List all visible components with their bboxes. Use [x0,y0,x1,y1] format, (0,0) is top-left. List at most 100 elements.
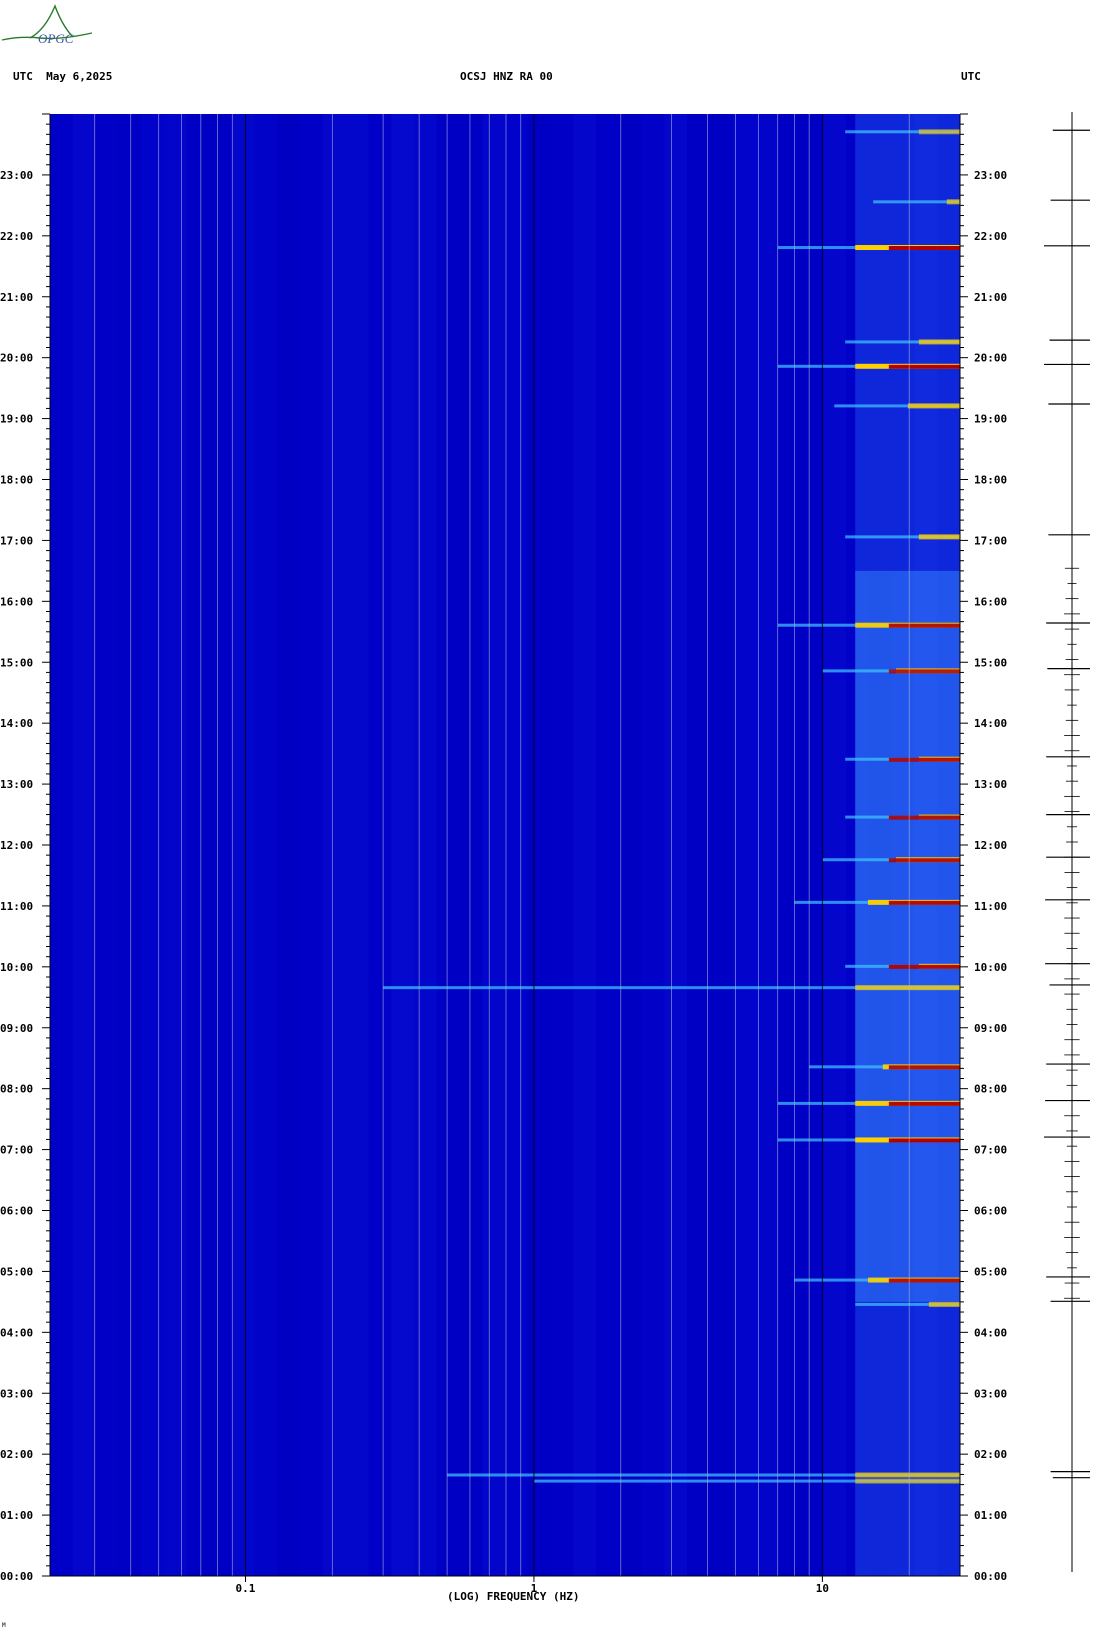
event-core [855,1472,960,1478]
texture-band [551,114,574,1576]
y-tick-label-right: 08:00 [974,1083,1007,1096]
header-date: UTC May 6,2025 [13,70,113,83]
event-peak [888,246,960,251]
y-tick-label-right: 16:00 [974,595,1007,608]
event-core [918,534,960,540]
event-band [873,200,960,204]
event-peak [888,858,960,863]
y-tick-label-right: 14:00 [974,717,1007,730]
y-tick-label-left: 06:00 [0,1205,33,1218]
y-tick-label-left: 02:00 [0,1448,33,1461]
y-tick-label-right: 06:00 [974,1205,1007,1218]
event-band [533,1479,960,1483]
texture-band [823,114,847,1576]
event-band [845,340,960,344]
texture-band [186,114,210,1576]
y-tick-label-right: 01:00 [974,1509,1007,1522]
event-core [918,129,960,135]
y-tick-label-left: 18:00 [0,474,33,487]
y-tick-label-right: 20:00 [974,352,1007,365]
event-peak [888,1101,960,1106]
logo-text: OPGC [38,31,74,46]
texture-band [505,114,528,1576]
x-tick-label: 1 [531,1582,538,1595]
y-tick-label-left: 21:00 [0,291,33,304]
y-tick-label-right: 02:00 [974,1448,1007,1461]
y-tick-label-left: 01:00 [0,1509,33,1522]
event-peak [888,815,960,820]
texture-band [232,114,255,1576]
texture-band [255,114,278,1576]
texture-band [300,114,323,1576]
y-tick-label-right: 23:00 [974,169,1007,182]
y-tick-label-left: 05:00 [0,1265,33,1278]
texture-band [277,114,301,1576]
event-peak [888,669,960,674]
header-station: OCSJ HNZ RA 00 [460,70,553,83]
seismogram-trace [1044,112,1090,1572]
event-peak [888,1138,960,1143]
texture-band [778,114,801,1576]
texture-band [755,114,778,1576]
event-band [845,535,960,539]
texture-band [914,114,938,1576]
event-band [855,1302,960,1306]
event-band [834,404,960,408]
texture-band [527,114,551,1576]
texture-band [596,114,619,1576]
event-core [928,1301,960,1307]
spectrogram-background [50,114,960,1576]
texture-band [323,114,346,1576]
texture-band [664,114,687,1576]
texture-band [345,114,369,1576]
y-tick-label-left: 16:00 [0,595,33,608]
texture-band [618,114,642,1576]
y-tick-label-left: 09:00 [0,1022,33,1035]
y-tick-label-right: 00:00 [974,1570,1007,1583]
texture-band [459,114,483,1576]
y-tick-label-right: 04:00 [974,1326,1007,1339]
x-tick-label: 10 [816,1582,829,1595]
footnote: M [2,1622,6,1629]
event-band [447,1473,961,1477]
texture-band [436,114,460,1576]
texture-band [732,114,756,1576]
x-tick-label: 0.1 [236,1582,256,1595]
y-tick-label-left: 22:00 [0,230,33,243]
y-tick-label-right: 03:00 [974,1387,1007,1400]
y-tick-label-right: 19:00 [974,413,1007,426]
y-tick-label-left: 07:00 [0,1144,33,1157]
texture-band [573,114,596,1576]
event-peak [888,364,960,369]
y-tick-label-right: 05:00 [974,1265,1007,1278]
y-tick-label-left: 03:00 [0,1387,33,1400]
high-frequency-activity [855,570,960,1302]
y-tick-label-left: 00:00 [0,1570,33,1583]
event-peak [888,1278,960,1283]
texture-band [96,114,119,1576]
event-band [845,130,960,134]
event-peak [888,964,960,969]
event-peak [888,900,960,905]
event-core [855,985,960,991]
y-tick-label-right: 13:00 [974,778,1007,791]
y-tick-label-left: 04:00 [0,1326,33,1339]
y-tick-label-left: 14:00 [0,717,33,730]
event-peak [888,623,960,628]
texture-band [72,114,96,1576]
y-tick-label-left: 17:00 [0,534,33,547]
event-core [946,199,960,205]
y-tick-label-left: 11:00 [0,900,33,913]
x-axis-label: (LOG) FREQUENCY (HZ) [447,1590,580,1603]
opgc-logo: OPGC [1,4,93,46]
texture-band [163,114,187,1576]
y-tick-label-right: 10:00 [974,961,1007,974]
texture-band [642,114,665,1576]
texture-band [141,114,164,1576]
y-tick-label-left: 19:00 [0,413,33,426]
texture-band [209,114,232,1576]
y-tick-label-left: 08:00 [0,1083,33,1096]
y-tick-label-left: 23:00 [0,169,33,182]
texture-band [391,114,414,1576]
